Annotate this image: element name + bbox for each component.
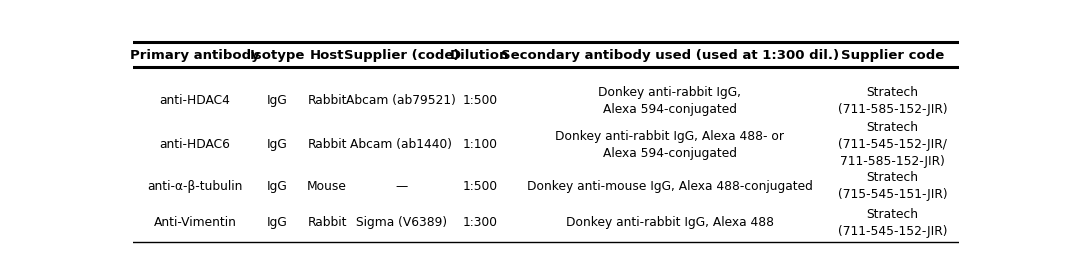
Text: Stratech
(715-545-151-JIR): Stratech (715-545-151-JIR) xyxy=(838,172,947,202)
Text: Anti-Vimentin: Anti-Vimentin xyxy=(153,216,236,229)
Text: Supplier code: Supplier code xyxy=(841,49,944,62)
Text: Sigma (V6389): Sigma (V6389) xyxy=(356,216,447,229)
Text: anti-α-β-tubulin: anti-α-β-tubulin xyxy=(147,180,243,193)
Text: IgG: IgG xyxy=(267,138,288,151)
Text: IgG: IgG xyxy=(267,180,288,193)
Text: 1:300: 1:300 xyxy=(462,216,497,229)
Text: Abcam (ab79521): Abcam (ab79521) xyxy=(346,94,456,107)
Text: IgG: IgG xyxy=(267,94,288,107)
Text: 1:500: 1:500 xyxy=(462,180,497,193)
Text: Stratech
(711-545-152-JIR/
711-585-152-JIR): Stratech (711-545-152-JIR/ 711-585-152-J… xyxy=(838,121,947,168)
Text: Supplier (code): Supplier (code) xyxy=(344,49,459,62)
Text: Donkey anti-mouse IgG, Alexa 488-conjugated: Donkey anti-mouse IgG, Alexa 488-conjuga… xyxy=(527,180,813,193)
Text: anti-HDAC6: anti-HDAC6 xyxy=(160,138,230,151)
Text: Rabbit: Rabbit xyxy=(308,216,347,229)
Text: Stratech
(711-545-152-JIR): Stratech (711-545-152-JIR) xyxy=(838,208,947,238)
Text: Isotype: Isotype xyxy=(250,49,306,62)
Text: Primary antibody: Primary antibody xyxy=(130,49,260,62)
Text: IgG: IgG xyxy=(267,216,288,229)
Text: Dilution: Dilution xyxy=(450,49,509,62)
Text: Host: Host xyxy=(310,49,344,62)
Text: 1:100: 1:100 xyxy=(462,138,497,151)
Text: anti-HDAC4: anti-HDAC4 xyxy=(160,94,230,107)
Text: Abcam (ab1440): Abcam (ab1440) xyxy=(350,138,453,151)
Text: Rabbit: Rabbit xyxy=(308,138,347,151)
Text: Stratech
(711-585-152-JIR): Stratech (711-585-152-JIR) xyxy=(838,86,947,116)
Text: Donkey anti-rabbit IgG,
Alexa 594-conjugated: Donkey anti-rabbit IgG, Alexa 594-conjug… xyxy=(599,86,741,116)
Text: Secondary antibody used (used at 1:300 dil.): Secondary antibody used (used at 1:300 d… xyxy=(501,49,838,62)
Text: Mouse: Mouse xyxy=(307,180,347,193)
Text: Donkey anti-rabbit IgG, Alexa 488- or
Alexa 594-conjugated: Donkey anti-rabbit IgG, Alexa 488- or Al… xyxy=(555,130,784,160)
Text: Donkey anti-rabbit IgG, Alexa 488: Donkey anti-rabbit IgG, Alexa 488 xyxy=(566,216,773,229)
Text: Rabbit: Rabbit xyxy=(308,94,347,107)
Text: 1:500: 1:500 xyxy=(462,94,497,107)
Text: —: — xyxy=(395,180,408,193)
